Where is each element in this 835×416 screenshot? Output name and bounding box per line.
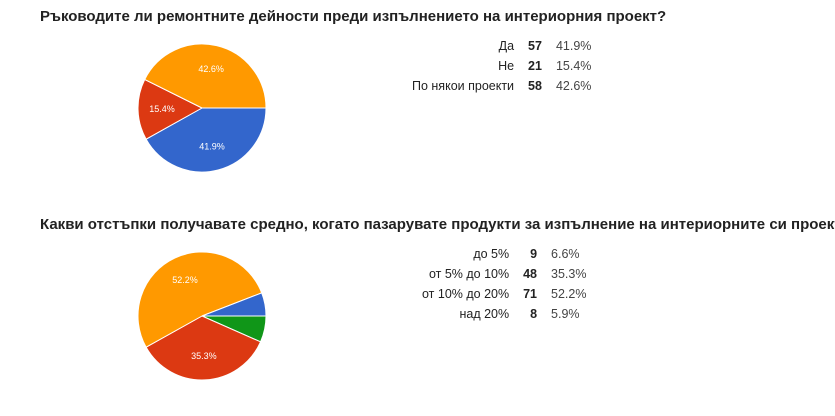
answer-percent: 5.9%: [551, 307, 580, 321]
answer-count: 58: [528, 79, 542, 93]
stats-table-1: Да 57 41.9% Не 21 15.4% По някои проекти…: [412, 36, 591, 96]
answer-label: над 20%: [459, 307, 510, 321]
pie-slice-label: 35.3%: [191, 351, 217, 361]
pie-chart-1: 41.9% 15.4% 42.6%: [137, 43, 267, 173]
answer-percent: 15.4%: [555, 59, 592, 73]
pie-slice-label: 15.4%: [149, 104, 175, 114]
question-1-title: Ръководите ли ремонтните дейности преди …: [40, 8, 667, 25]
answer-count: 9: [530, 247, 538, 261]
answer-percent: 52.2%: [551, 287, 587, 301]
answer-label: до 5%: [473, 247, 510, 261]
pie-chart-2: 35.3% 52.2%: [137, 251, 267, 381]
question-2: Какви отстъпки получавате средно, когато…: [0, 208, 835, 416]
pie-slice: [201, 292, 267, 317]
pie-slice-label: 41.9%: [199, 142, 225, 152]
stats-table-2: до 5% 9 6.6% от 5% до 10% 48 35.3% от 10…: [422, 244, 586, 324]
answer-percent: 6.6%: [551, 247, 580, 261]
stats-row: Да 57 41.9%: [412, 36, 592, 56]
pie-slice: [137, 251, 263, 348]
answer-count: 8: [530, 307, 538, 321]
answer-count: 71: [523, 287, 538, 301]
stats-row: над 20% 8 5.9%: [422, 304, 586, 324]
answer-count: 57: [528, 39, 542, 53]
answer-label: Да: [498, 39, 515, 53]
pie-slice-label: 42.6%: [198, 64, 224, 74]
stats-row: от 10% до 20% 71 52.2%: [422, 284, 586, 304]
pie-slice-label: 52.2%: [172, 275, 198, 285]
answer-percent: 35.3%: [551, 267, 587, 281]
answer-label: Не: [498, 59, 515, 73]
pie-slice: [144, 43, 267, 109]
pie-slice: [145, 107, 267, 173]
answer-label: от 10% до 20%: [422, 287, 510, 301]
answer-percent: 42.6%: [555, 79, 592, 93]
question-1: Ръководите ли ремонтните дейности преди …: [40, 8, 667, 173]
stats-row: от 5% до 10% 48 35.3%: [422, 264, 587, 284]
answer-count: 48: [523, 267, 538, 281]
answer-label: По някои проекти: [412, 79, 515, 93]
pie-slice: [145, 315, 262, 381]
question-2-title: Какви отстъпки получавате средно, когато…: [40, 216, 835, 233]
stats-row: Не 21 15.4%: [412, 56, 591, 76]
answer-count: 21: [528, 59, 542, 73]
answer-label: от 5% до 10%: [428, 267, 510, 281]
pie-slice: [137, 78, 204, 140]
stats-row: По някои проекти 58 42.6%: [412, 76, 591, 96]
answer-percent: 41.9%: [555, 39, 592, 53]
stats-row: до 5% 9 6.6%: [422, 244, 586, 264]
